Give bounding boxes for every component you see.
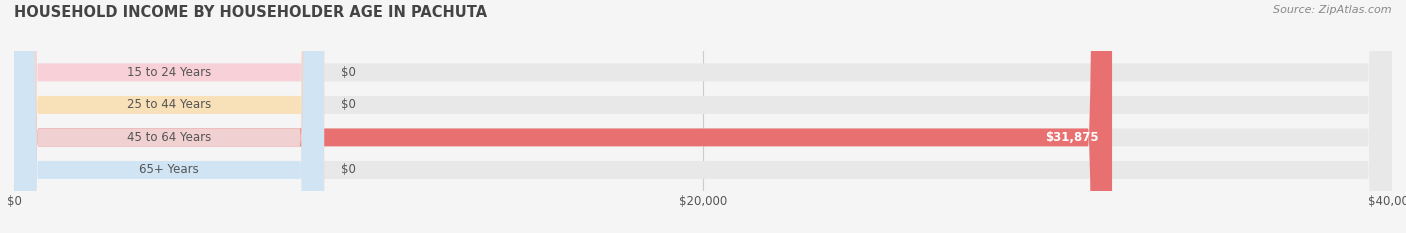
FancyBboxPatch shape (14, 0, 325, 233)
FancyBboxPatch shape (14, 0, 1392, 233)
Text: 15 to 24 Years: 15 to 24 Years (127, 66, 211, 79)
Text: $0: $0 (340, 98, 356, 111)
FancyBboxPatch shape (14, 0, 1392, 233)
FancyBboxPatch shape (14, 0, 1112, 233)
FancyBboxPatch shape (14, 0, 1392, 233)
FancyBboxPatch shape (14, 0, 325, 233)
FancyBboxPatch shape (14, 0, 1392, 233)
Text: 25 to 44 Years: 25 to 44 Years (127, 98, 211, 111)
FancyBboxPatch shape (14, 0, 325, 233)
Text: HOUSEHOLD INCOME BY HOUSEHOLDER AGE IN PACHUTA: HOUSEHOLD INCOME BY HOUSEHOLDER AGE IN P… (14, 5, 488, 20)
Text: $31,875: $31,875 (1045, 131, 1098, 144)
Text: 45 to 64 Years: 45 to 64 Years (127, 131, 211, 144)
Text: 65+ Years: 65+ Years (139, 163, 198, 176)
FancyBboxPatch shape (14, 0, 325, 233)
Text: Source: ZipAtlas.com: Source: ZipAtlas.com (1274, 5, 1392, 15)
Text: $0: $0 (340, 66, 356, 79)
Text: $0: $0 (340, 163, 356, 176)
